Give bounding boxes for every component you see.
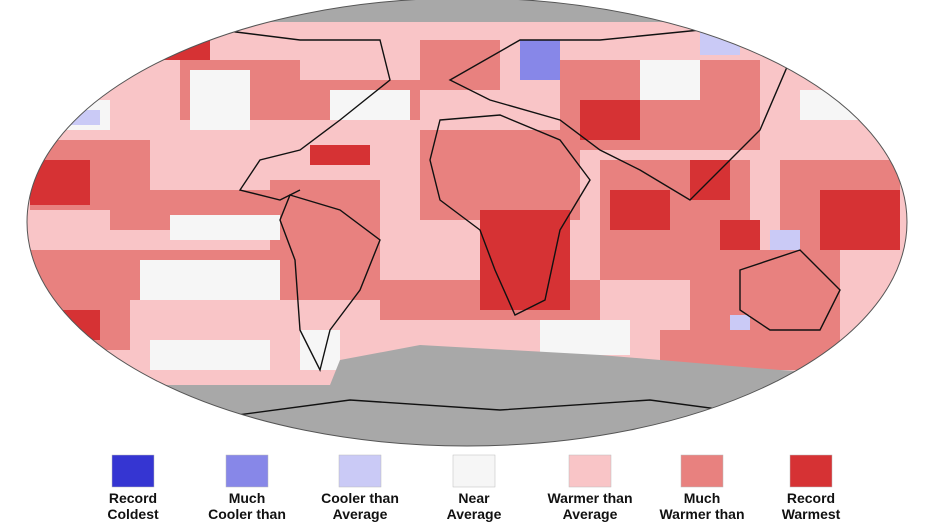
legend-label: Coldest: [107, 506, 159, 522]
legend-swatch: [568, 454, 612, 488]
legend-label: Average: [563, 506, 618, 522]
legend-label: Average: [333, 506, 388, 522]
legend-swatch: [789, 454, 833, 488]
legend-swatch: [338, 454, 382, 488]
legend-swatch: [680, 454, 724, 488]
legend-label: Warmest: [782, 506, 841, 522]
legend-label: Much: [229, 490, 266, 506]
legend-label: Near: [458, 490, 490, 506]
legend-label: Warmer than: [547, 490, 632, 506]
legend-swatch: [452, 454, 496, 488]
legend-label: Cooler than: [321, 490, 399, 506]
legend-label: Warmer than: [659, 506, 744, 522]
coastlines: [139, 29, 841, 421]
legend-label: Cooler than: [208, 506, 286, 522]
map-body: [27, 0, 907, 446]
legend-label: Average: [675, 522, 730, 525]
legend-label: Much: [684, 490, 721, 506]
legend-label: Record: [787, 490, 835, 506]
legend-label: Average: [220, 522, 275, 525]
legend-swatch: [225, 454, 269, 488]
legend-label: Average: [447, 506, 502, 522]
legend-swatch: [111, 454, 155, 488]
legend-label: Record: [109, 490, 157, 506]
much-cooler-areas: [520, 40, 560, 80]
map-border: [26, 0, 908, 447]
